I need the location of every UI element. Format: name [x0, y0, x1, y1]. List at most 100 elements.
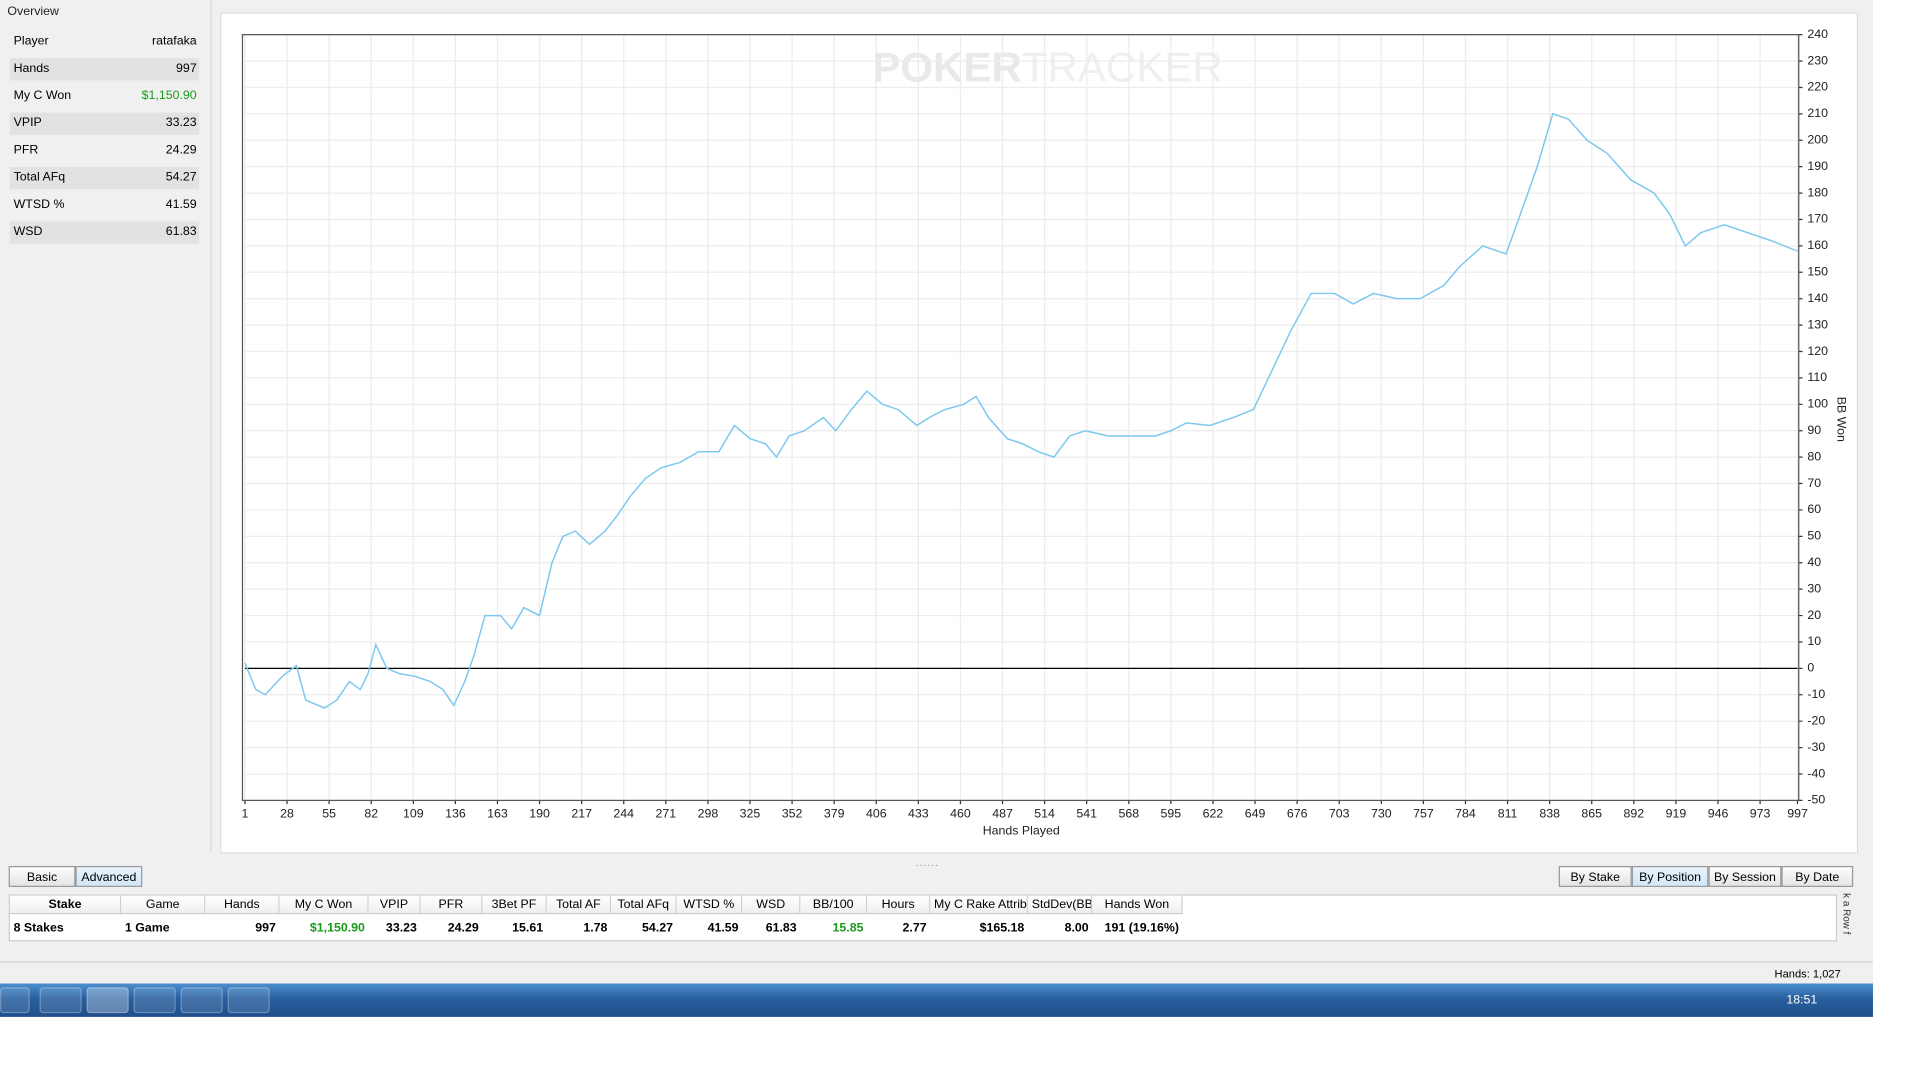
x-tick-label: 190	[529, 806, 550, 820]
y-tick-label: 100	[1807, 397, 1828, 411]
x-tick-label: 973	[1750, 806, 1771, 820]
splitter: ......	[915, 857, 940, 869]
x-tick-label: 865	[1581, 806, 1602, 820]
x-tick-label: 757	[1413, 806, 1434, 820]
x-tick-label: 217	[571, 806, 592, 820]
table-cell: 2.77	[902, 921, 927, 936]
y-tick-label: 160	[1807, 238, 1828, 252]
stats-table: Stake Game Hands My C Won VPIP PFR 3Bet PF Tota…	[8, 894, 1838, 942]
taskbar-app[interactable]	[39, 987, 82, 1014]
y-tick-label: 120	[1807, 344, 1828, 358]
y-tick-label: 80	[1807, 449, 1821, 463]
x-tick-label: 946	[1708, 806, 1729, 820]
column-header[interactable]: Total AFq	[611, 895, 677, 915]
y-tick-label: -50	[1807, 793, 1825, 807]
view-button[interactable]: By Stake	[1558, 865, 1632, 888]
y-tick-label: 20	[1807, 608, 1821, 622]
x-tick-label: 622	[1203, 806, 1224, 820]
y-tick-label: 170	[1807, 212, 1828, 226]
column-header[interactable]: WSD	[742, 895, 801, 915]
table-cell: 15.61	[512, 921, 544, 936]
column-header[interactable]: BB/100	[800, 895, 868, 915]
table-cell: 61.83	[765, 921, 797, 936]
x-tick-label: 352	[782, 806, 803, 820]
overview-key: WSD	[13, 225, 43, 239]
overview-key: My C Won	[13, 89, 72, 103]
table-cell: 191 (19.16%)	[1104, 921, 1179, 936]
x-tick-label: 298	[698, 806, 719, 820]
x-tick-label: 244	[613, 806, 634, 820]
column-header[interactable]: Hands	[205, 895, 280, 915]
status-bar: Hands: 1,027	[0, 961, 1873, 985]
y-tick-label: 60	[1807, 502, 1821, 516]
y-tick-label: 10	[1807, 634, 1821, 648]
taskbar-app[interactable]	[133, 987, 176, 1014]
x-tick-label: 379	[824, 806, 845, 820]
side-tab: k a Row f	[1840, 893, 1852, 935]
x-axis-label: Hands Played	[983, 824, 1060, 838]
column-header[interactable]: Hands Won	[1092, 895, 1183, 915]
column-header[interactable]: My C Won	[279, 895, 369, 915]
y-tick-label: 220	[1807, 80, 1828, 94]
watermark: TRACKER	[1022, 44, 1223, 91]
overview-value: 33.23	[165, 116, 197, 130]
overview-key: WTSD %	[13, 197, 65, 212]
overview-key: Player	[13, 34, 49, 49]
column-header[interactable]: WTSD %	[676, 895, 743, 915]
y-tick-label: 110	[1807, 370, 1827, 384]
column-header[interactable]: Hours	[867, 895, 931, 915]
x-tick-label: 514	[1034, 806, 1055, 820]
x-tick-label: 433	[908, 806, 929, 820]
y-tick-label: 180	[1807, 185, 1828, 199]
column-header[interactable]: PFR	[420, 895, 483, 915]
x-tick-label: 811	[1498, 806, 1518, 820]
taskbar: 18:51	[0, 983, 1873, 1017]
taskbar-app[interactable]	[180, 987, 223, 1014]
taskbar-app[interactable]	[86, 987, 129, 1014]
overview-value: 41.59	[165, 197, 197, 212]
column-header[interactable]: My C Rake Attrib	[930, 895, 1029, 915]
x-tick-label: 28	[280, 806, 294, 820]
table-cell: 15.85	[832, 921, 864, 936]
start-button[interactable]	[0, 987, 30, 1014]
y-axis-label: BB Won	[1835, 397, 1849, 442]
overview-row: Player ratafaka	[10, 31, 199, 53]
view-button[interactable]: By Session	[1708, 865, 1782, 888]
y-tick-label: 140	[1807, 291, 1828, 305]
y-tick-label: 50	[1807, 529, 1821, 543]
column-header[interactable]: 3Bet PF	[482, 895, 547, 915]
table-cell: 8 Stakes	[13, 921, 64, 936]
table-cell: 24.29	[447, 921, 479, 936]
taskbar-app[interactable]	[227, 987, 270, 1014]
overview-panel: Overview Player ratafaka Hands 997 My C Won $…	[0, 0, 212, 852]
chart-panel: POKER TRACKER -50 -40 -30 -20 -10 0 10 20 30 40 50 60…	[220, 12, 1859, 854]
column-header[interactable]: VPIP	[368, 895, 421, 915]
x-tick-label: 325	[740, 806, 761, 820]
x-tick-label: 838	[1539, 806, 1560, 820]
y-tick-label: 70	[1807, 476, 1821, 490]
watermark: POKER	[872, 44, 1022, 91]
column-header[interactable]: Game	[121, 895, 206, 915]
overview-key: PFR	[13, 143, 39, 158]
x-tick-label: 406	[866, 806, 887, 820]
overview-row: WSD 61.83	[9, 221, 200, 244]
y-tick-label: 0	[1807, 661, 1814, 675]
column-header[interactable]: Total AF	[546, 895, 612, 915]
column-header[interactable]: StdDev(BB)	[1028, 895, 1093, 915]
view-button[interactable]: By Position	[1631, 865, 1709, 888]
y-tick-label: 90	[1807, 423, 1821, 437]
y-tick-label: 200	[1807, 133, 1828, 147]
column-header[interactable]: Stake	[9, 895, 122, 915]
app-window: Overview Player ratafaka Hands 997 My C Won $…	[0, 0, 1873, 985]
x-tick-label: 487	[992, 806, 1013, 820]
table-cell: 1.78	[583, 921, 608, 936]
table-cell: 1 Game	[124, 921, 170, 936]
view-button[interactable]: Advanced	[75, 865, 143, 888]
view-button[interactable]: Basic	[8, 865, 76, 888]
x-tick-label: 703	[1329, 806, 1350, 820]
view-button[interactable]: By Date	[1781, 865, 1854, 888]
overview-key: Total AFq	[13, 170, 66, 185]
x-tick-label: 136	[445, 806, 466, 820]
